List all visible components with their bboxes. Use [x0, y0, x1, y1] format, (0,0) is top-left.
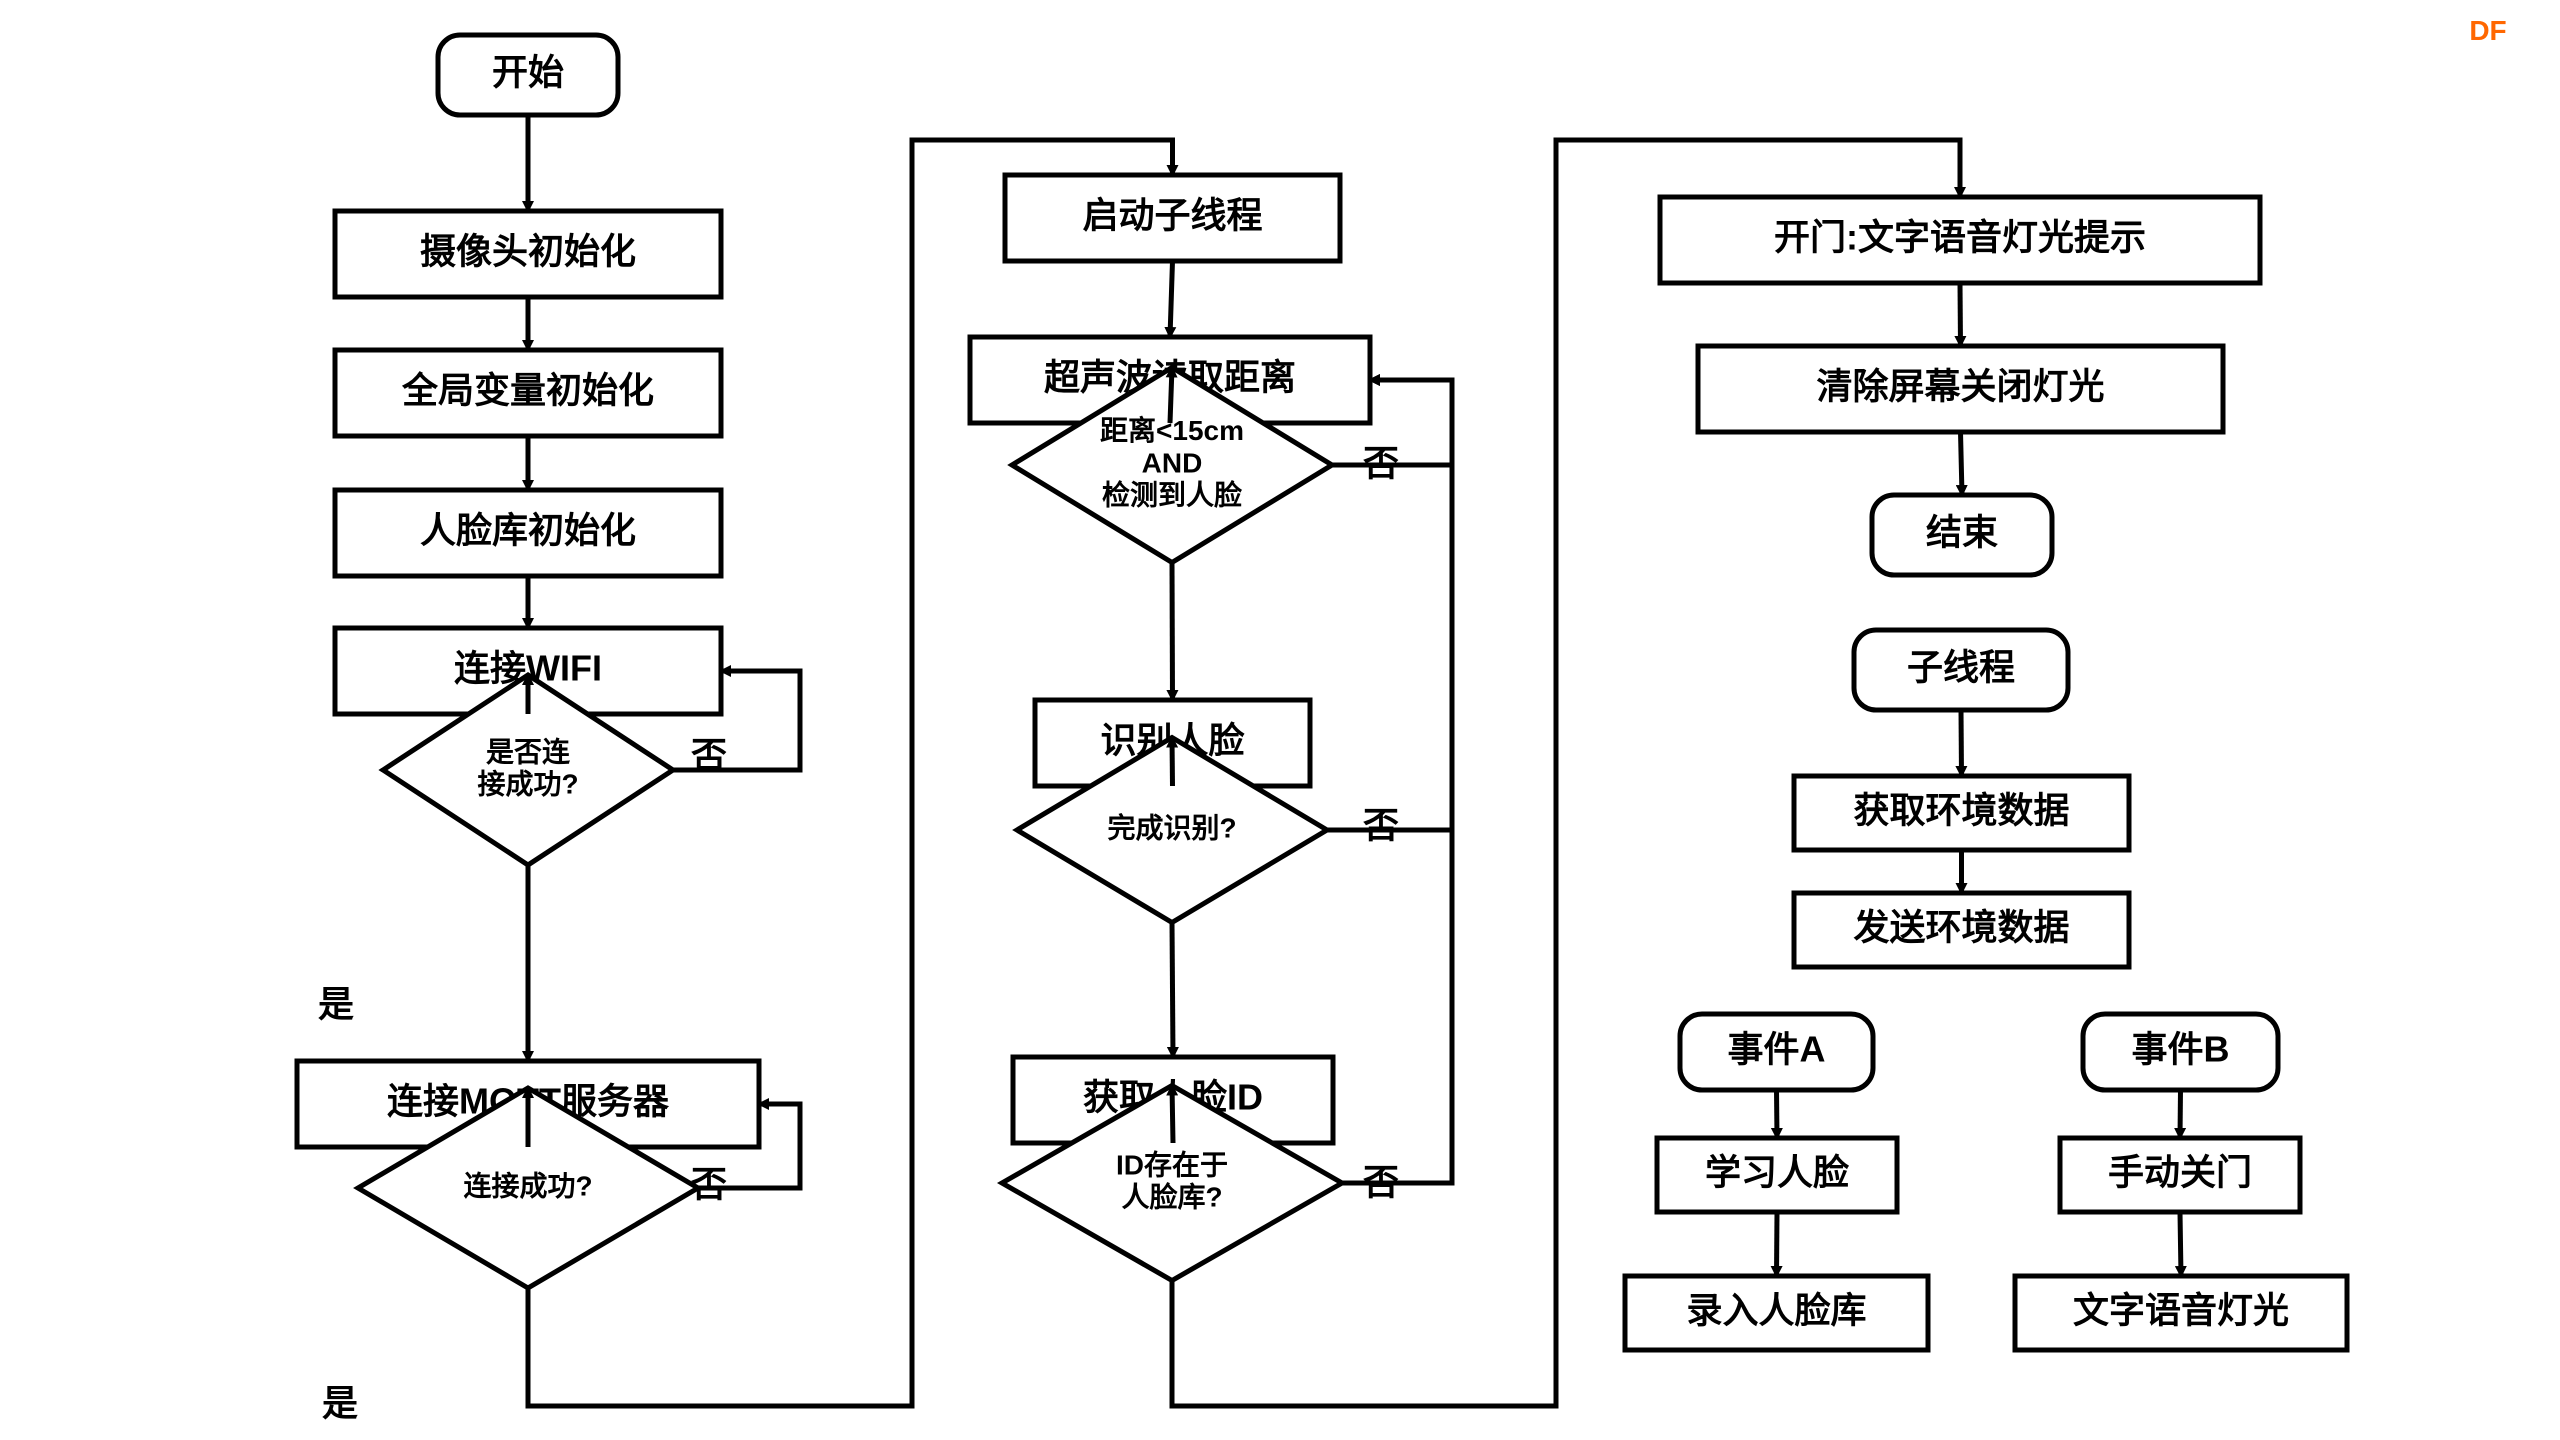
node-text: 结束: [1926, 512, 1998, 553]
node-text: 发送环境数据: [1853, 907, 2069, 948]
node-text: 人脸库初始化: [420, 510, 636, 551]
node-text: 人脸库?: [1121, 1180, 1222, 1212]
node-text: 清除屏幕关闭灯光: [1816, 366, 2104, 407]
node-facelib_init: 人脸库初始化: [335, 490, 721, 576]
node-text: 事件A: [1728, 1029, 1826, 1070]
watermark: DF: [2469, 15, 2506, 46]
node-text: 摄像头初始化: [420, 231, 636, 272]
node-text: 开门:文字语音灯光提示: [1774, 217, 2146, 258]
edge-label: 否: [691, 735, 727, 776]
node-text: 完成识别?: [1107, 811, 1236, 843]
node-text: 开始: [492, 52, 564, 93]
node-text: 全局变量初始化: [401, 370, 654, 411]
edge-clear_screen-end: [1961, 432, 1963, 495]
node-text: 子线程: [1907, 647, 2015, 688]
node-get_env: 获取环境数据: [1794, 776, 2129, 850]
node-enter_face: 录入人脸库: [1625, 1276, 1928, 1350]
node-text: 获取环境数据: [1853, 790, 2069, 831]
edge-recognize-recog_done: [1172, 738, 1173, 787]
node-send_env: 发送环境数据: [1794, 893, 2129, 967]
edge-event_a-learn_face: [1777, 1090, 1778, 1138]
node-text: 检测到人脸: [1102, 479, 1243, 511]
node-open_door: 开门:文字语音灯光提示: [1660, 197, 2260, 283]
edge-subthread-get_env: [1961, 710, 1962, 776]
edge-thread_start-ultrasonic: [1170, 261, 1173, 337]
node-cam_init: 摄像头初始化: [335, 211, 721, 297]
node-text: 事件B: [2132, 1029, 2230, 1070]
node-text: 手动关门: [2108, 1152, 2252, 1193]
node-text: 连接成功?: [463, 1170, 592, 1201]
edge-open_door-clear_screen: [1960, 283, 1961, 346]
node-text: 录入人脸库: [1686, 1290, 1866, 1331]
edge-id_in_lib-ultrasonic: [1342, 380, 1452, 1183]
node-text: AND: [1142, 447, 1203, 478]
edge-label: 是: [318, 984, 354, 1025]
edge-learn_face-enter_face: [1777, 1212, 1778, 1276]
node-text: 启动子线程: [1082, 195, 1262, 236]
edge-get_id-id_in_lib: [1172, 1086, 1173, 1144]
node-subthread: 子线程: [1854, 630, 2068, 710]
node-text: ID存在于: [1116, 1148, 1228, 1180]
edge-label: 否: [1363, 805, 1399, 846]
node-end: 结束: [1872, 495, 2052, 575]
edge-ultrasonic-distance_check: [1170, 368, 1172, 424]
edge-close_door-text_voice: [2180, 1212, 2181, 1276]
node-global_init: 全局变量初始化: [335, 350, 721, 436]
node-event_b: 事件B: [2083, 1014, 2278, 1090]
node-text: 接成功?: [477, 768, 578, 799]
node-text: 学习人脸: [1705, 1152, 1850, 1193]
node-thread_start: 启动子线程: [1005, 175, 1340, 261]
edge-distance_check-recognize: [1172, 563, 1173, 701]
edge-event_b-close_door: [2180, 1090, 2181, 1138]
node-text_voice: 文字语音灯光: [2015, 1276, 2347, 1350]
node-text: 是否连: [486, 736, 571, 767]
edge-label: 否: [1363, 1162, 1399, 1203]
edge-label: 否: [1363, 443, 1399, 484]
node-start: 开始: [438, 35, 618, 115]
node-learn_face: 学习人脸: [1657, 1138, 1897, 1212]
node-close_door: 手动关门: [2060, 1138, 2300, 1212]
flowchart-canvas: 开始摄像头初始化全局变量初始化人脸库初始化连接WIFI是否连接成功?连接MQTT…: [0, 0, 2560, 1440]
edge-recog_done-get_id: [1172, 923, 1173, 1058]
edge-label: 否: [691, 1164, 727, 1205]
node-clear_screen: 清除屏幕关闭灯光: [1698, 346, 2223, 432]
node-event_a: 事件A: [1680, 1014, 1873, 1090]
edge-label: 是: [322, 1383, 358, 1424]
node-text: 文字语音灯光: [2073, 1290, 2289, 1331]
